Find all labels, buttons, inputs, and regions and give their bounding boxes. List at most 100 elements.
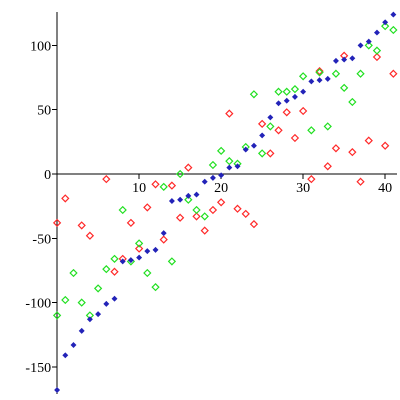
data-point-blue	[177, 196, 184, 203]
data-point-green	[323, 122, 332, 131]
data-point-green	[118, 205, 127, 215]
data-point-green	[249, 90, 259, 99]
data-point-red	[225, 109, 234, 118]
data-point-red	[257, 119, 267, 129]
data-point-green	[274, 87, 283, 96]
data-point-blue	[308, 78, 315, 85]
data-point-blue	[365, 38, 372, 45]
data-point-green	[52, 311, 62, 320]
x-tick-label: 10	[132, 181, 146, 196]
data-point-red	[151, 180, 160, 189]
data-point-blue	[144, 248, 151, 255]
y-tick-label: 0	[44, 168, 51, 183]
series-blue	[54, 11, 397, 393]
data-point-green	[331, 69, 341, 78]
data-point-red	[175, 213, 185, 222]
data-point-green	[175, 169, 185, 179]
data-point-red	[282, 108, 291, 117]
data-point-blue	[267, 114, 274, 121]
data-point-green	[200, 212, 209, 221]
data-point-blue	[390, 11, 397, 18]
data-point-blue	[341, 56, 348, 63]
data-point-blue	[119, 258, 126, 265]
data-point-green	[134, 239, 144, 248]
data-point-red	[167, 181, 177, 190]
data-point-blue	[62, 352, 69, 359]
data-point-red	[126, 218, 136, 228]
data-point-blue	[234, 163, 241, 170]
data-point-blue	[111, 295, 118, 302]
data-point-blue	[193, 191, 200, 198]
data-point-green	[69, 268, 78, 278]
data-point-blue	[242, 146, 249, 153]
data-point-blue	[283, 97, 290, 104]
data-point-red	[241, 209, 250, 219]
x-tick-label: 20	[214, 181, 228, 196]
data-point-red	[134, 244, 144, 253]
data-point-blue	[275, 100, 282, 107]
data-point-green	[257, 149, 267, 158]
data-point-red	[290, 133, 300, 143]
data-point-blue	[291, 93, 298, 100]
data-point-blue	[103, 300, 110, 307]
data-point-green	[266, 122, 275, 131]
data-point-red	[323, 162, 332, 171]
data-point-green	[167, 257, 177, 266]
tick-group: 10 20 30 40 -150 -100 -50 0 50 100	[25, 39, 392, 375]
data-point-green	[93, 284, 103, 293]
data-point-red	[381, 141, 390, 150]
data-point-blue	[86, 316, 93, 323]
data-point-blue	[250, 142, 257, 149]
data-point-red	[110, 267, 119, 276]
data-point-red	[331, 144, 341, 153]
data-point-red	[372, 52, 382, 62]
data-point-blue	[201, 178, 208, 185]
data-point-green	[216, 146, 226, 156]
data-point-green	[102, 264, 111, 274]
x-tick-label: 40	[378, 181, 392, 196]
data-point-blue	[95, 311, 102, 318]
data-point-blue	[259, 132, 266, 139]
data-point-blue	[316, 77, 323, 84]
series-green	[52, 21, 398, 320]
data-point-blue	[226, 164, 233, 171]
data-point-blue	[332, 57, 339, 64]
data-point-green	[208, 160, 218, 170]
data-point-blue	[382, 19, 389, 26]
data-point-red	[200, 226, 209, 235]
data-point-green	[315, 68, 324, 77]
data-point-green	[77, 298, 86, 307]
data-point-blue	[160, 230, 167, 237]
data-point-blue	[300, 88, 307, 95]
data-point-red	[159, 235, 168, 244]
data-point-blue	[136, 254, 143, 261]
data-point-red	[233, 204, 242, 213]
data-point-red	[315, 66, 324, 76]
data-point-red	[274, 126, 283, 135]
data-point-red	[249, 219, 259, 229]
data-point-green	[307, 126, 316, 135]
data-point-red	[184, 163, 193, 172]
data-point-green	[364, 41, 373, 50]
data-point-red	[52, 218, 62, 228]
data-point-green	[290, 84, 300, 94]
data-point-green	[61, 295, 70, 305]
series-red	[52, 51, 398, 276]
data-point-red	[77, 221, 86, 230]
data-point-blue	[127, 257, 134, 264]
axes	[53, 12, 397, 394]
data-point-red	[192, 212, 201, 221]
data-point-red	[102, 174, 111, 184]
data-point-green	[356, 69, 365, 78]
data-points	[52, 11, 398, 393]
y-tick-label: -100	[25, 297, 51, 312]
data-point-blue	[357, 42, 364, 49]
data-point-blue	[209, 174, 216, 181]
data-point-blue	[349, 55, 356, 62]
data-point-red	[85, 231, 95, 240]
data-point-blue	[152, 246, 159, 253]
data-point-blue	[168, 198, 175, 204]
data-point-green	[151, 282, 160, 292]
data-point-blue	[218, 172, 225, 179]
